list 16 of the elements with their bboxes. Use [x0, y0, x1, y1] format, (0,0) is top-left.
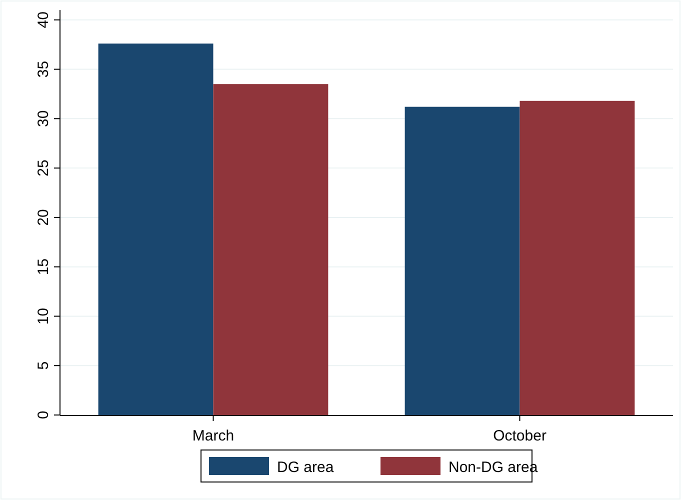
bar	[213, 84, 328, 415]
bar	[404, 106, 520, 415]
legend-label: DG area	[277, 459, 334, 476]
x-tick-label: October	[493, 428, 546, 444]
y-tick-label: 15	[35, 258, 52, 276]
bar	[520, 100, 635, 415]
bar	[98, 44, 214, 415]
y-tick-label: 30	[35, 110, 52, 127]
y-tick-label: 5	[35, 361, 52, 370]
y-tick-label: 25	[35, 160, 52, 176]
y-tick-label: 0	[35, 410, 52, 420]
y-tick-label: 10	[35, 308, 52, 325]
y-tick-label: 40	[35, 12, 52, 28]
y-tick-label: 20	[35, 209, 52, 226]
y-tick-label: 35	[35, 60, 52, 78]
x-tick-label: March	[192, 428, 234, 444]
